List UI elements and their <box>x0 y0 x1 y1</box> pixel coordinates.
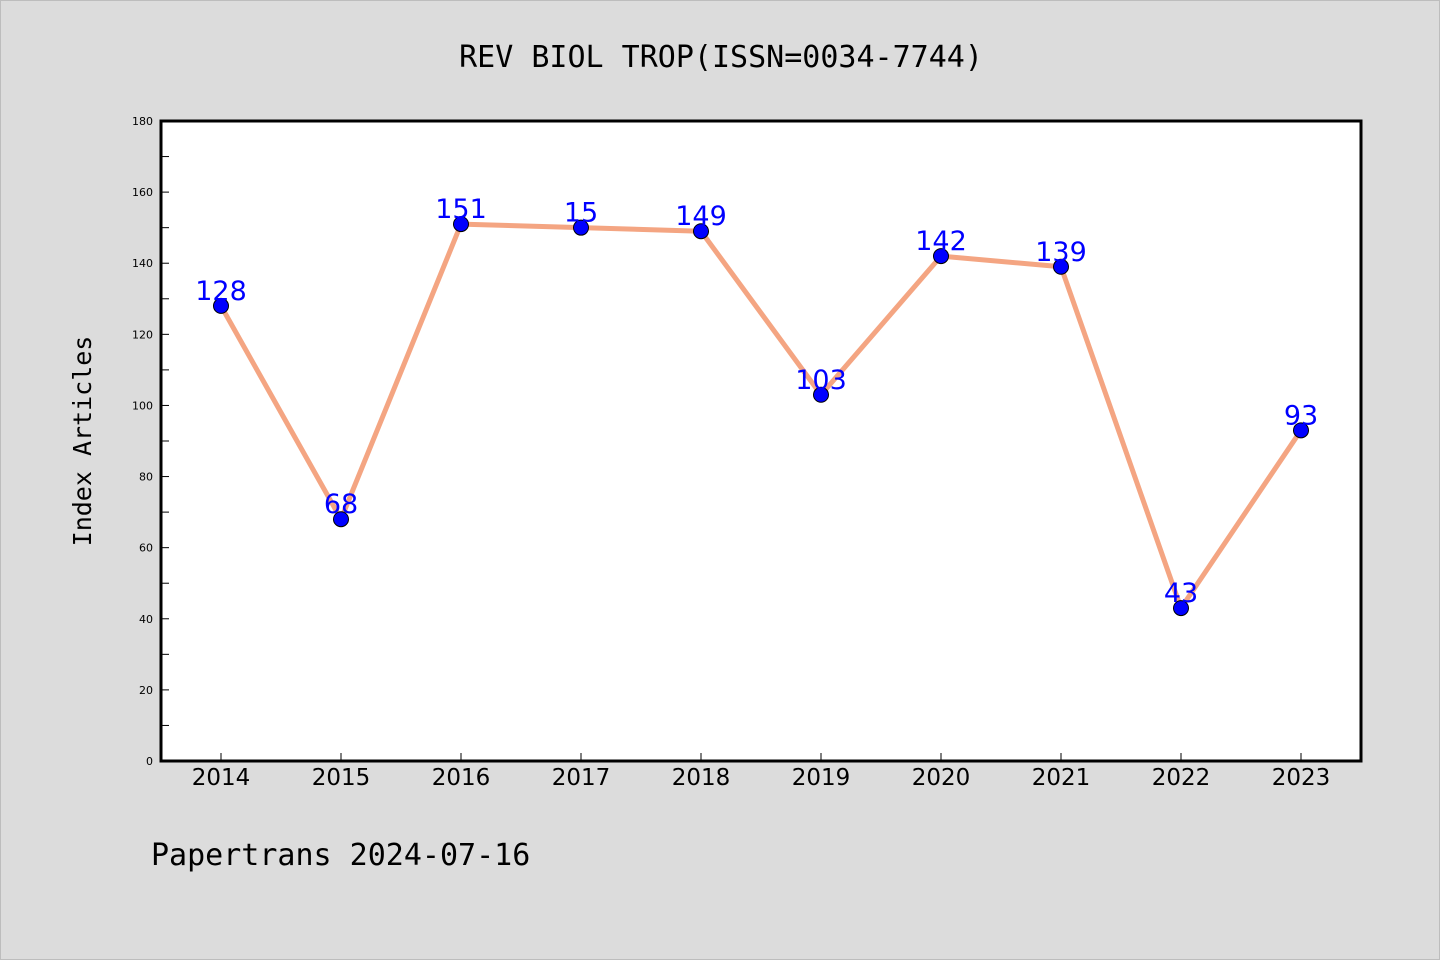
y-tick-label: 160 <box>132 186 153 199</box>
x-tick-label: 2016 <box>432 765 491 791</box>
data-label: 139 <box>1035 237 1087 268</box>
x-tick-label: 2022 <box>1152 765 1211 791</box>
series-line <box>218 221 1304 611</box>
series-line-group <box>218 221 1304 611</box>
footer-credit: Papertrans 2024-07-16 <box>151 838 530 873</box>
data-label: 68 <box>324 489 358 520</box>
x-tick-label: 2019 <box>792 765 851 791</box>
y-tick-label: 60 <box>139 542 153 555</box>
data-label: 15 <box>564 198 598 229</box>
data-point <box>213 297 229 314</box>
y-tick-label: 140 <box>132 257 153 270</box>
chart-title: REV BIOL TROP(ISSN=0034-7744) <box>459 40 983 75</box>
data-markers <box>213 216 1309 617</box>
y-tick-label: 100 <box>132 399 153 412</box>
y-tick-label: 80 <box>139 471 153 484</box>
data-point <box>813 386 829 403</box>
y-tick-label: 180 <box>132 115 153 128</box>
data-label: 128 <box>195 276 247 307</box>
x-tick-label: 2021 <box>1032 765 1091 791</box>
data-point <box>693 223 709 240</box>
x-tick-label: 2015 <box>312 765 371 791</box>
data-label: 43 <box>1164 578 1198 609</box>
data-label: 149 <box>675 201 727 232</box>
x-tick-label: 2014 <box>192 765 251 791</box>
data-label: 151 <box>435 194 487 225</box>
y-axis-label: Index Articles <box>68 336 97 547</box>
y-tick-label: 120 <box>132 328 153 341</box>
y-tick-label: 20 <box>139 684 153 697</box>
data-labels: 128 68 151 15 149 103 142 139 43 93 <box>195 194 1318 609</box>
data-point <box>1053 258 1069 275</box>
data-point <box>573 219 589 236</box>
data-label: 93 <box>1284 400 1318 431</box>
data-point <box>333 511 349 528</box>
data-label: 103 <box>795 365 847 396</box>
data-point <box>1293 422 1309 439</box>
x-tick-label: 2018 <box>672 765 731 791</box>
data-point <box>453 216 469 233</box>
x-axis: 2014 2015 2016 2017 2018 2019 2020 2021 2022 2023 <box>192 753 1331 791</box>
x-tick-label: 2017 <box>552 765 611 791</box>
y-tick-label: 40 <box>139 613 153 626</box>
data-point <box>933 248 949 265</box>
y-axis: 0 20 40 60 80 100 120 140 160 180 <box>132 115 169 768</box>
plot-area <box>159 119 1363 763</box>
x-tick-label: 2023 <box>1272 765 1331 791</box>
data-point <box>1173 600 1189 617</box>
data-label: 142 <box>915 226 967 257</box>
x-tick-label: 2020 <box>912 765 971 791</box>
y-tick-label: 0 <box>146 755 153 768</box>
